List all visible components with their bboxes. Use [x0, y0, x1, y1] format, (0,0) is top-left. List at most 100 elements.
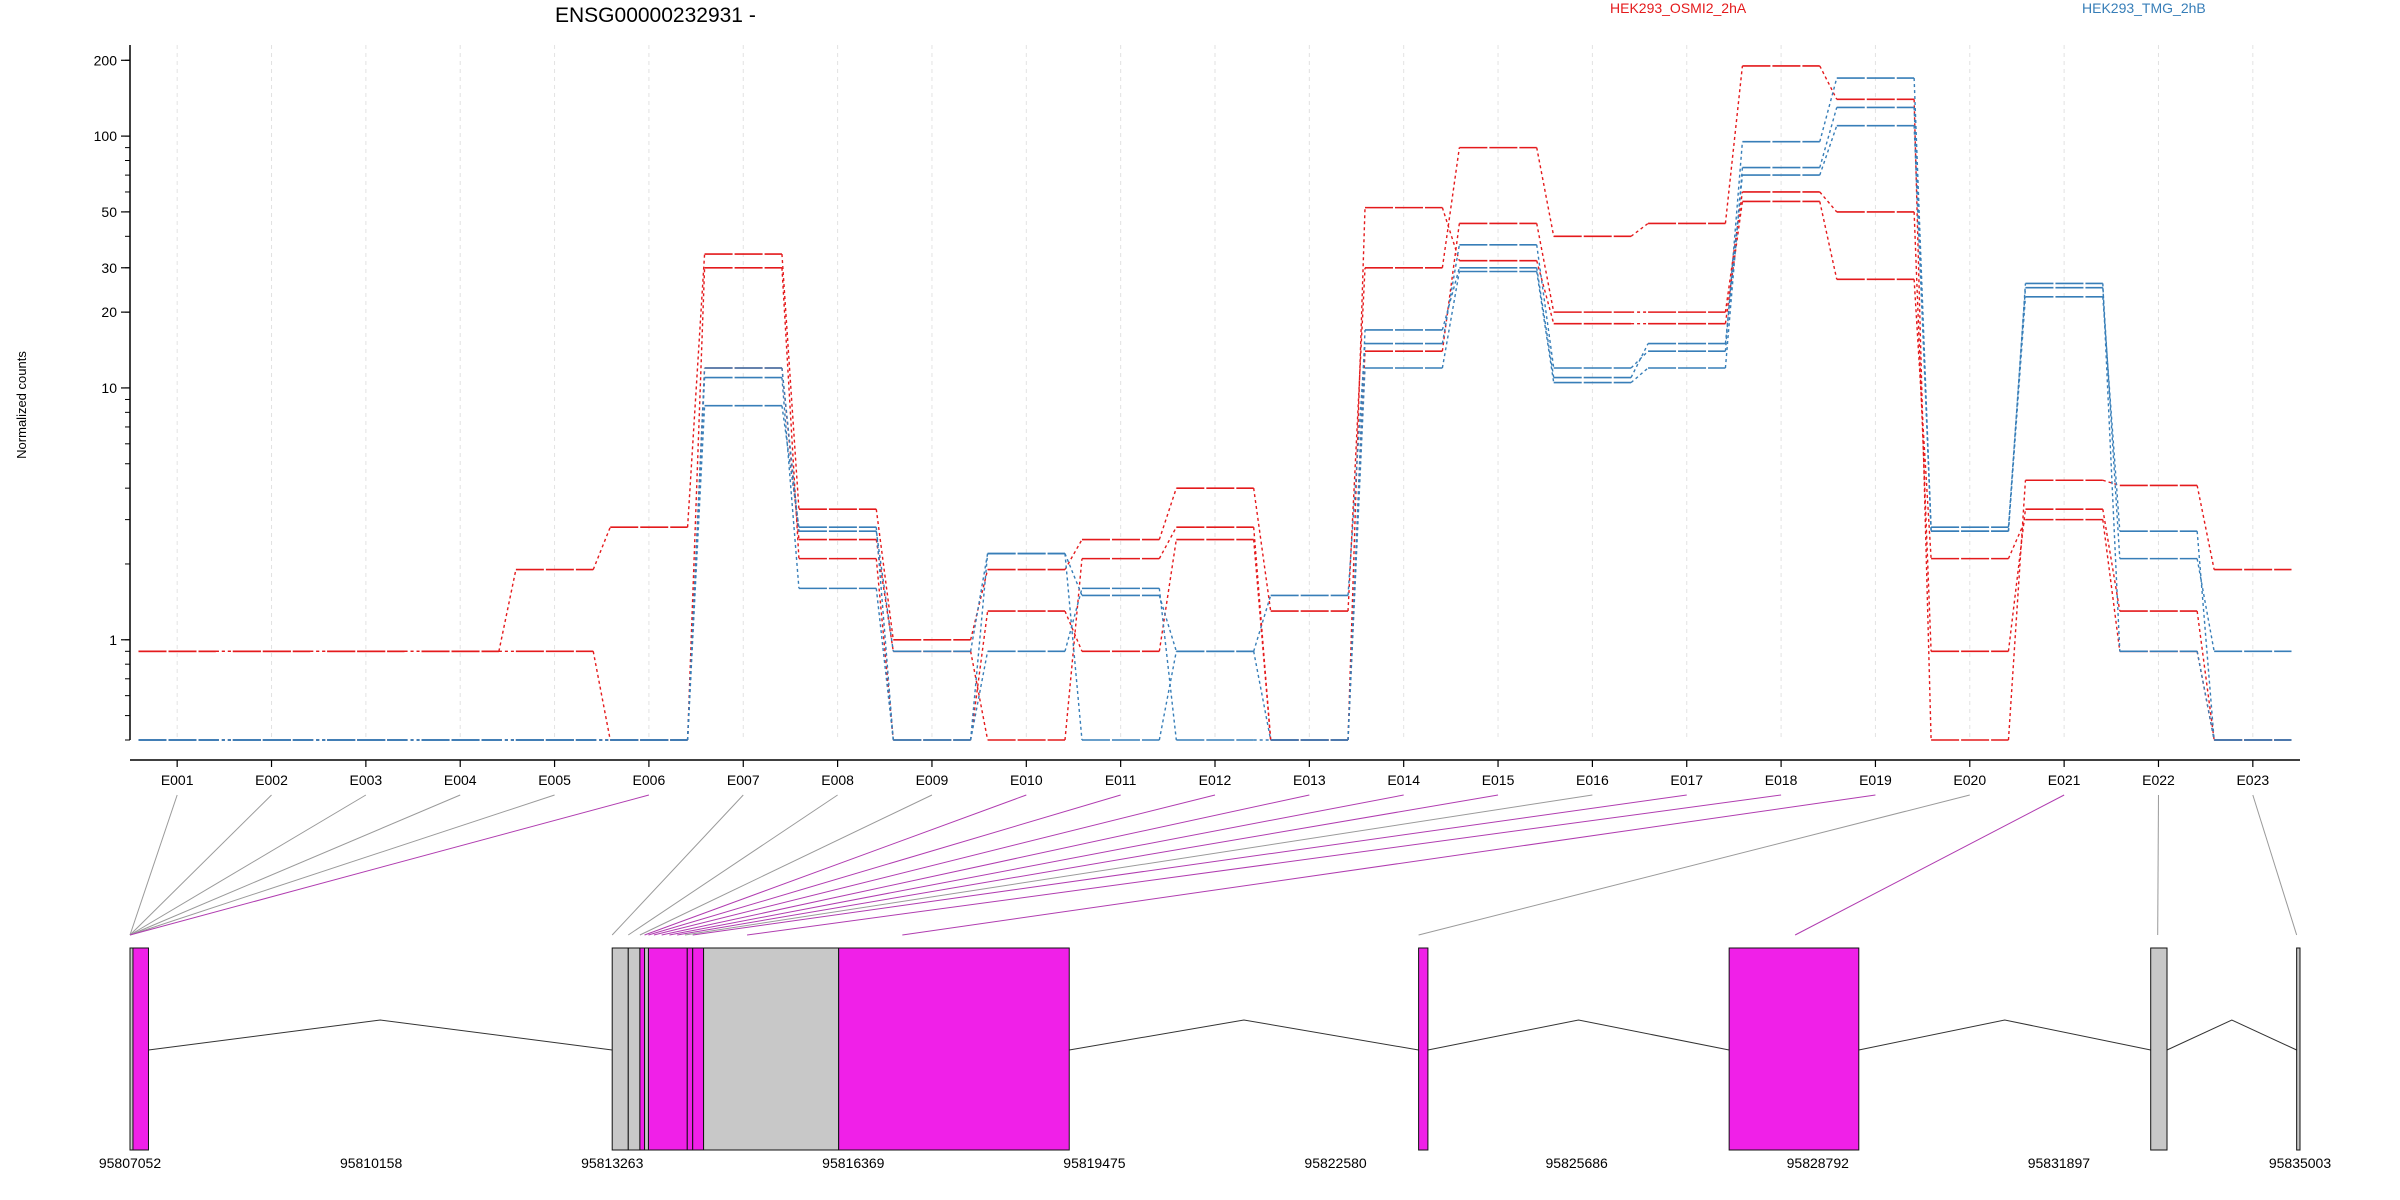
- x-tick-label: E006: [633, 772, 666, 788]
- coordinate-tick-label: 95807052: [99, 1155, 162, 1171]
- x-tick-label: E012: [1199, 772, 1232, 788]
- series-lines: [138, 65, 2292, 741]
- x-tick-label: E001: [161, 772, 194, 788]
- series-transition: [2102, 283, 2121, 652]
- coordinate-axis: 95807052 95810158 95813263 95816369 95819475…: [99, 1155, 2332, 1171]
- intron-line: [1858, 1019, 2151, 1051]
- exon-connector: [129, 794, 461, 936]
- series-transition: [592, 651, 611, 741]
- exon-connector: [129, 794, 650, 936]
- exon-block: [686, 947, 694, 1151]
- coordinate-tick-label: 95813263: [581, 1155, 644, 1171]
- series-transition: [686, 254, 706, 528]
- series-transition: [1630, 343, 1649, 378]
- exon-connector: [1794, 794, 2065, 936]
- x-tick-label: E013: [1293, 772, 1326, 788]
- series-transition: [1536, 260, 1555, 324]
- y-tick-label: 100: [94, 128, 118, 144]
- exon-connector: [653, 794, 1216, 936]
- series-transition: [1441, 207, 1461, 261]
- exon-connector: [129, 794, 555, 936]
- series-transition: [1819, 191, 1838, 213]
- y-tick-label: 30: [101, 260, 117, 276]
- intron-line: [1069, 1019, 1419, 1051]
- exon-connector: [611, 794, 744, 936]
- series-transition: [1252, 527, 1272, 741]
- exon-block: [2296, 947, 2301, 1151]
- x-axis: E001 E002 E003 E004 E005 E006 E007 E008 E009 E010…: [130, 759, 2300, 788]
- series-transition: [1347, 367, 1366, 741]
- series-transition: [875, 531, 894, 652]
- legend-entry-tmg: HEK293_TMG_2hB: [2082, 0, 2206, 16]
- series-transition: [2196, 651, 2215, 741]
- series-transition: [1252, 539, 1272, 741]
- exon-connector: [677, 794, 1499, 936]
- coordinate-tick-label: 95810158: [340, 1155, 403, 1171]
- x-tick-label: E023: [2236, 772, 2269, 788]
- exon-connector: [639, 794, 933, 936]
- series-transition: [1536, 244, 1555, 369]
- series-transition: [781, 367, 800, 532]
- exon-connector: [669, 794, 1404, 936]
- series-transition: [498, 569, 517, 652]
- y-axis: 1 10 20 30 50 100 200: [94, 45, 131, 741]
- series-transition: [875, 588, 894, 741]
- series-transition: [1819, 77, 1838, 142]
- exon-connector: [129, 794, 367, 936]
- exon-block: [838, 947, 1070, 1151]
- series-transition: [1913, 211, 1932, 652]
- series-transition: [1724, 191, 1744, 313]
- series-transition: [969, 553, 989, 741]
- intron-line: [1427, 1019, 1730, 1051]
- exon-block: [2150, 947, 2168, 1151]
- exon-block: [647, 947, 688, 1151]
- series-transition: [2007, 287, 2027, 528]
- exon-connector: [648, 794, 1121, 936]
- exon-connector: [692, 794, 1687, 936]
- gridlines: [176, 45, 2254, 740]
- coordinate-tick-label: 95828792: [1787, 1155, 1850, 1171]
- series-transition: [2007, 283, 2027, 532]
- exon-connector: [2157, 794, 2159, 936]
- coordinate-tick-label: 95822580: [1304, 1155, 1367, 1171]
- series-transition: [1253, 595, 1272, 652]
- coordinate-tick-label: 95819475: [1063, 1155, 1126, 1171]
- y-tick-label: 50: [101, 204, 117, 220]
- series-transition: [781, 267, 800, 559]
- series-transition: [1913, 107, 1932, 532]
- exon-connector: [746, 794, 1782, 936]
- exon-block: [627, 947, 641, 1151]
- series-transition: [686, 267, 706, 741]
- series-transition: [1913, 279, 1932, 559]
- series-transition: [875, 509, 894, 640]
- x-tick-label: E002: [255, 772, 288, 788]
- exon-connector: [661, 794, 1310, 936]
- exon-block: [132, 947, 149, 1151]
- x-tick-label: E007: [727, 772, 760, 788]
- exon-connector: [1418, 794, 1970, 936]
- series-transition: [1630, 367, 1649, 384]
- exon-block: [1728, 947, 1860, 1151]
- exon-connector: [902, 794, 1876, 936]
- exon-connector: [129, 794, 178, 936]
- series-transition: [1064, 588, 1083, 652]
- series-transition: [1158, 539, 1178, 652]
- series-transition: [1441, 244, 1461, 344]
- series-transition: [781, 377, 800, 589]
- exon-block: [703, 947, 840, 1151]
- series-transition: [1724, 175, 1744, 344]
- x-tick-label: E009: [916, 772, 949, 788]
- exon-connector: [129, 794, 272, 936]
- series-transition: [1064, 553, 1083, 596]
- gene-model: [129, 947, 2301, 1151]
- exon-block: [611, 947, 629, 1151]
- chart-title: ENSG00000232931 -: [555, 4, 756, 27]
- series-transition: [1724, 141, 1744, 352]
- series-transition: [2102, 509, 2121, 612]
- exon-block: [644, 947, 649, 1151]
- series-transition: [2196, 485, 2215, 570]
- coordinate-tick-label: 95831897: [2028, 1155, 2091, 1171]
- x-tick-label: E017: [1670, 772, 1703, 788]
- y-tick-label: 200: [94, 52, 118, 68]
